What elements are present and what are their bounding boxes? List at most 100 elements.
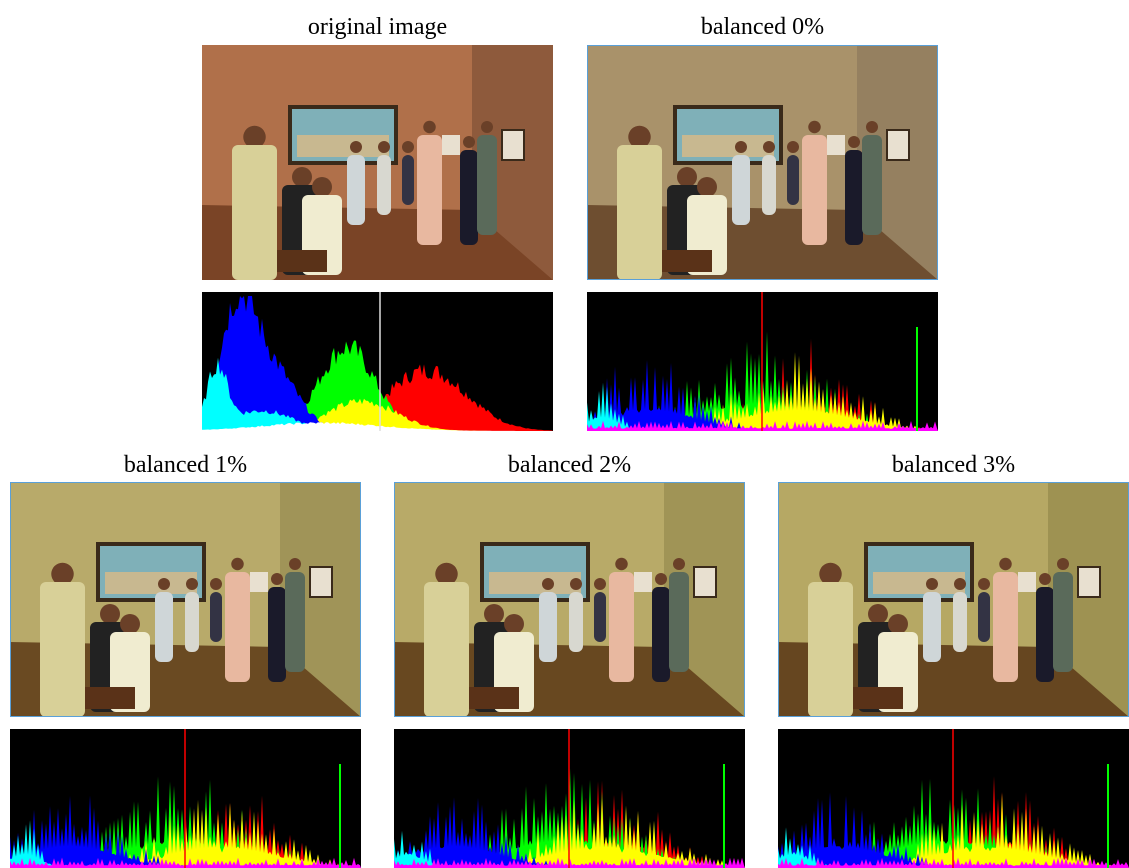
person-head	[210, 578, 222, 590]
person	[477, 135, 497, 235]
person-head	[312, 177, 332, 197]
photo	[778, 482, 1129, 717]
person-head	[120, 614, 140, 634]
person-head	[594, 578, 606, 590]
bench	[469, 687, 519, 709]
person-head	[1057, 558, 1069, 570]
person	[377, 155, 391, 215]
person-head	[677, 167, 697, 187]
person	[732, 155, 750, 225]
person-head	[51, 563, 74, 586]
frame	[634, 572, 652, 592]
person-head	[763, 141, 775, 153]
person-head	[100, 604, 120, 624]
person	[802, 135, 827, 245]
frame	[827, 135, 845, 155]
person	[978, 592, 990, 642]
frame	[250, 572, 268, 592]
person-head	[350, 141, 362, 153]
painting-detail	[489, 572, 581, 594]
person-head	[697, 177, 717, 197]
person-head	[423, 121, 436, 134]
person-head	[655, 573, 667, 585]
person-head	[484, 604, 504, 624]
person	[808, 582, 853, 717]
person-head	[504, 614, 524, 634]
person-head	[954, 578, 966, 590]
person-head	[378, 141, 390, 153]
person	[210, 592, 222, 642]
frame	[310, 567, 332, 597]
painting-detail	[873, 572, 965, 594]
caption: original image	[202, 13, 553, 41]
person-head	[787, 141, 799, 153]
person	[424, 582, 469, 717]
bench	[662, 250, 712, 272]
person-head	[926, 578, 938, 590]
histogram	[587, 292, 938, 431]
person-head	[435, 563, 458, 586]
painting-detail	[297, 135, 389, 157]
person	[40, 582, 85, 717]
person-head	[289, 558, 301, 570]
bench	[85, 687, 135, 709]
person	[268, 587, 286, 682]
person-head	[868, 604, 888, 624]
person	[185, 592, 199, 652]
frame	[887, 130, 909, 160]
photo	[10, 482, 361, 717]
frame	[1018, 572, 1036, 592]
person-head	[243, 126, 266, 149]
histogram	[202, 292, 553, 431]
person-head	[866, 121, 878, 133]
person	[460, 150, 478, 245]
frame	[1078, 567, 1100, 597]
histogram	[394, 729, 745, 868]
person-head	[231, 558, 244, 571]
person	[569, 592, 583, 652]
person	[993, 572, 1018, 682]
person	[285, 572, 305, 672]
frame	[502, 130, 524, 160]
person	[652, 587, 670, 682]
person-head	[628, 126, 651, 149]
bench	[277, 250, 327, 272]
frame	[694, 567, 716, 597]
bench	[853, 687, 903, 709]
person-head	[186, 578, 198, 590]
person	[539, 592, 557, 662]
person	[953, 592, 967, 652]
person-head	[673, 558, 685, 570]
person	[617, 145, 662, 280]
person	[862, 135, 882, 235]
person	[1036, 587, 1054, 682]
person	[609, 572, 634, 682]
painting-detail	[105, 572, 197, 594]
person-head	[158, 578, 170, 590]
caption: balanced 1%	[10, 451, 361, 479]
person	[923, 592, 941, 662]
person	[787, 155, 799, 205]
histogram	[10, 729, 361, 868]
person	[845, 150, 863, 245]
person-head	[819, 563, 842, 586]
photo	[587, 45, 938, 280]
person-head	[808, 121, 821, 134]
person	[669, 572, 689, 672]
person-head	[999, 558, 1012, 571]
person-head	[848, 136, 860, 148]
person	[402, 155, 414, 205]
histogram	[778, 729, 1129, 868]
photo	[202, 45, 553, 280]
person-head	[402, 141, 414, 153]
person	[594, 592, 606, 642]
photo	[394, 482, 745, 717]
caption: balanced 2%	[394, 451, 745, 479]
person	[232, 145, 277, 280]
person	[1053, 572, 1073, 672]
person	[417, 135, 442, 245]
person-head	[888, 614, 908, 634]
person	[347, 155, 365, 225]
person-head	[271, 573, 283, 585]
